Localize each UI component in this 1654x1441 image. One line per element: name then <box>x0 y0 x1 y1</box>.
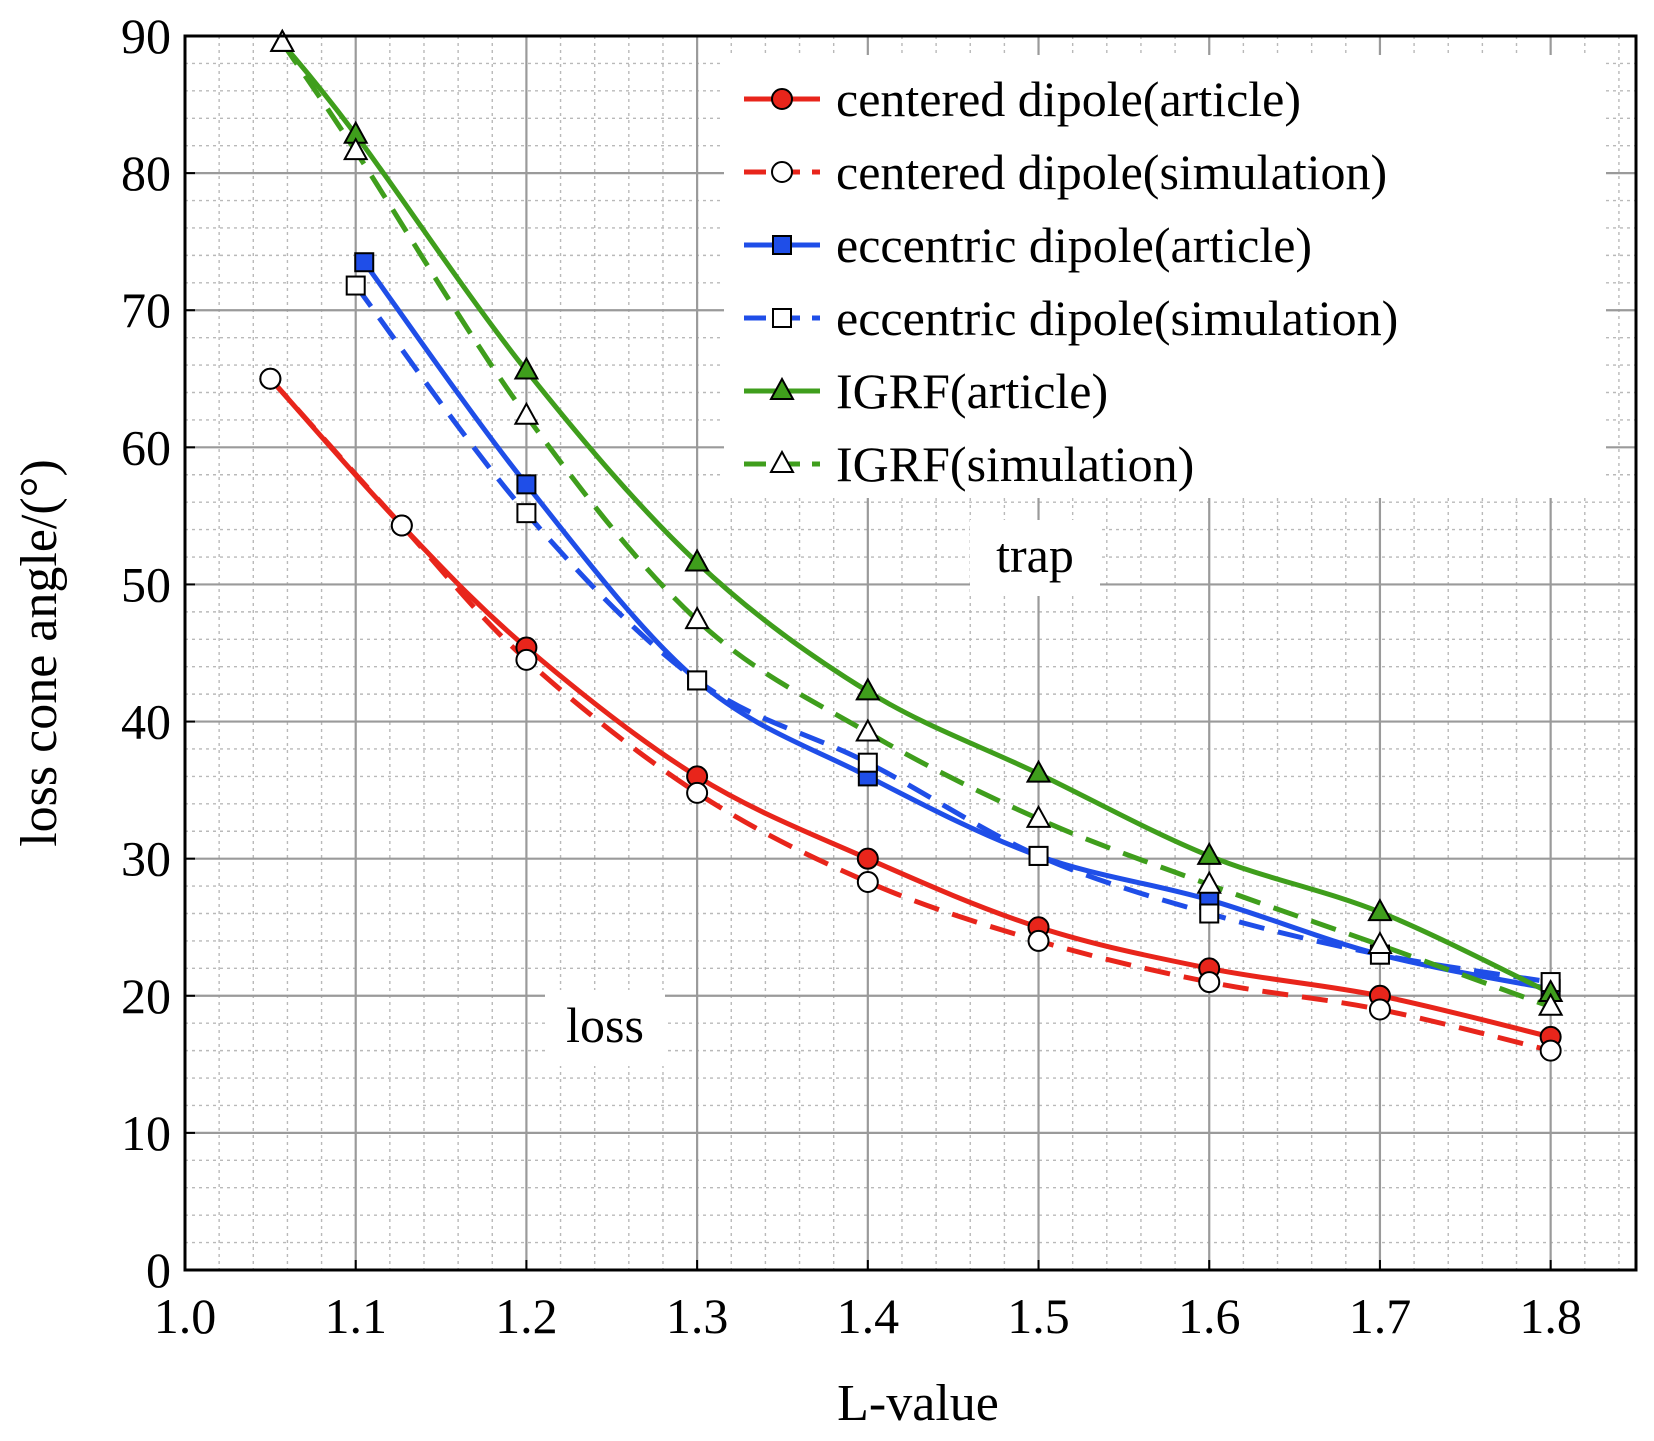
y-tick-label: 0 <box>146 1242 171 1298</box>
y-tick-label: 80 <box>121 145 171 201</box>
series-line-5 <box>280 41 1552 1010</box>
legend: centered dipole(article) centered dipole(… <box>724 55 1606 498</box>
legend-swatch-marker <box>769 449 795 473</box>
data-point-s1 <box>259 367 282 390</box>
data-point-s5 <box>1537 992 1564 1016</box>
x-tick-label: 1.2 <box>495 1288 558 1344</box>
data-point-s5 <box>513 401 540 425</box>
legend-label: centered dipole(simulation) <box>836 144 1387 200</box>
data-point-s3 <box>345 275 366 296</box>
legend-label: eccentric dipole(article) <box>836 217 1312 273</box>
data-point-s5 <box>343 137 369 161</box>
x-tick-label: 1.7 <box>1349 1288 1412 1344</box>
data-point-s4 <box>855 677 881 701</box>
data-point-s0 <box>856 847 879 870</box>
data-point-s4 <box>513 356 540 380</box>
legend-swatch-marker <box>772 235 792 255</box>
loss-label: loss <box>566 997 644 1053</box>
data-point-s5 <box>1196 870 1222 894</box>
legend-swatch-marker <box>772 308 792 328</box>
y-tick-label: 70 <box>121 282 171 338</box>
data-point-s3 <box>687 670 708 691</box>
data-point-s1 <box>390 514 413 537</box>
series-line-4 <box>280 41 1552 996</box>
data-point-s4 <box>1367 898 1393 922</box>
trap-label: trap <box>996 527 1074 583</box>
data-point-s5 <box>1367 930 1393 955</box>
data-point-s3 <box>1028 845 1049 866</box>
data-point-s5 <box>269 28 295 52</box>
x-tick-label: 1.1 <box>324 1288 387 1344</box>
data-point-s4 <box>684 548 710 572</box>
legend-swatch-marker <box>769 376 795 400</box>
data-point-s1 <box>686 781 709 804</box>
data-point-s4 <box>1196 841 1222 865</box>
data-point-s3 <box>516 503 537 524</box>
y-tick-label: 40 <box>121 694 171 750</box>
x-tick-labels: 1.0 1.1 1.2 1.3 1.4 1.5 1.6 1.7 1.8 <box>154 1260 1582 1344</box>
annotations: trap loss <box>545 520 1100 1066</box>
legend-label: IGRF(simulation) <box>836 436 1194 492</box>
data-point-s1 <box>856 870 879 893</box>
legend-box <box>724 55 1606 498</box>
plot-frame <box>183 34 1638 1272</box>
legend-swatch-marker <box>771 161 793 183</box>
trap-label-bg <box>970 520 1100 596</box>
legend-swatch-marker <box>771 88 793 110</box>
y-tick-label: 30 <box>121 831 171 887</box>
y-tick-label: 60 <box>121 419 171 475</box>
y-tick-label: 10 <box>121 1105 171 1161</box>
data-point-s3 <box>857 752 878 773</box>
y-tick-label: 20 <box>121 968 171 1024</box>
data-point-s2 <box>354 252 375 273</box>
data-point-s1 <box>1027 929 1050 952</box>
data-point-s1 <box>1198 971 1221 994</box>
x-tick-label: 1.6 <box>1178 1288 1241 1344</box>
series-markers <box>259 28 1564 1062</box>
x-tick-label: 1.3 <box>666 1288 729 1344</box>
y-axis-label: loss cone angle/(°) <box>11 459 68 847</box>
data-point-s5 <box>1025 804 1052 828</box>
x-axis-label: L-value <box>837 1375 999 1432</box>
data-point-s5 <box>684 606 710 630</box>
loss-label-bg <box>545 990 665 1066</box>
x-tick-label: 1.8 <box>1519 1288 1582 1344</box>
legend-label: IGRF(article) <box>836 363 1108 419</box>
legend-label: centered dipole(article) <box>836 71 1301 127</box>
series-line-1 <box>268 377 1552 1054</box>
data-point-s1 <box>1539 1039 1562 1062</box>
data-point-s4 <box>1025 759 1052 783</box>
data-point-s5 <box>855 718 881 742</box>
y-tick-label: 90 <box>121 8 171 64</box>
data-point-s3 <box>1199 903 1220 924</box>
legend-label: eccentric dipole(simulation) <box>836 290 1398 346</box>
x-tick-label: 1.0 <box>154 1288 217 1344</box>
x-tick-label: 1.5 <box>1007 1288 1070 1344</box>
data-point-s1 <box>515 648 538 671</box>
data-point-s1 <box>1368 998 1391 1021</box>
data-point-s2 <box>516 474 537 495</box>
y-tick-label: 50 <box>121 556 171 612</box>
y-tick-labels: 0 10 20 30 40 50 60 70 80 90 <box>121 8 195 1298</box>
x-tick-label: 1.4 <box>837 1288 900 1344</box>
